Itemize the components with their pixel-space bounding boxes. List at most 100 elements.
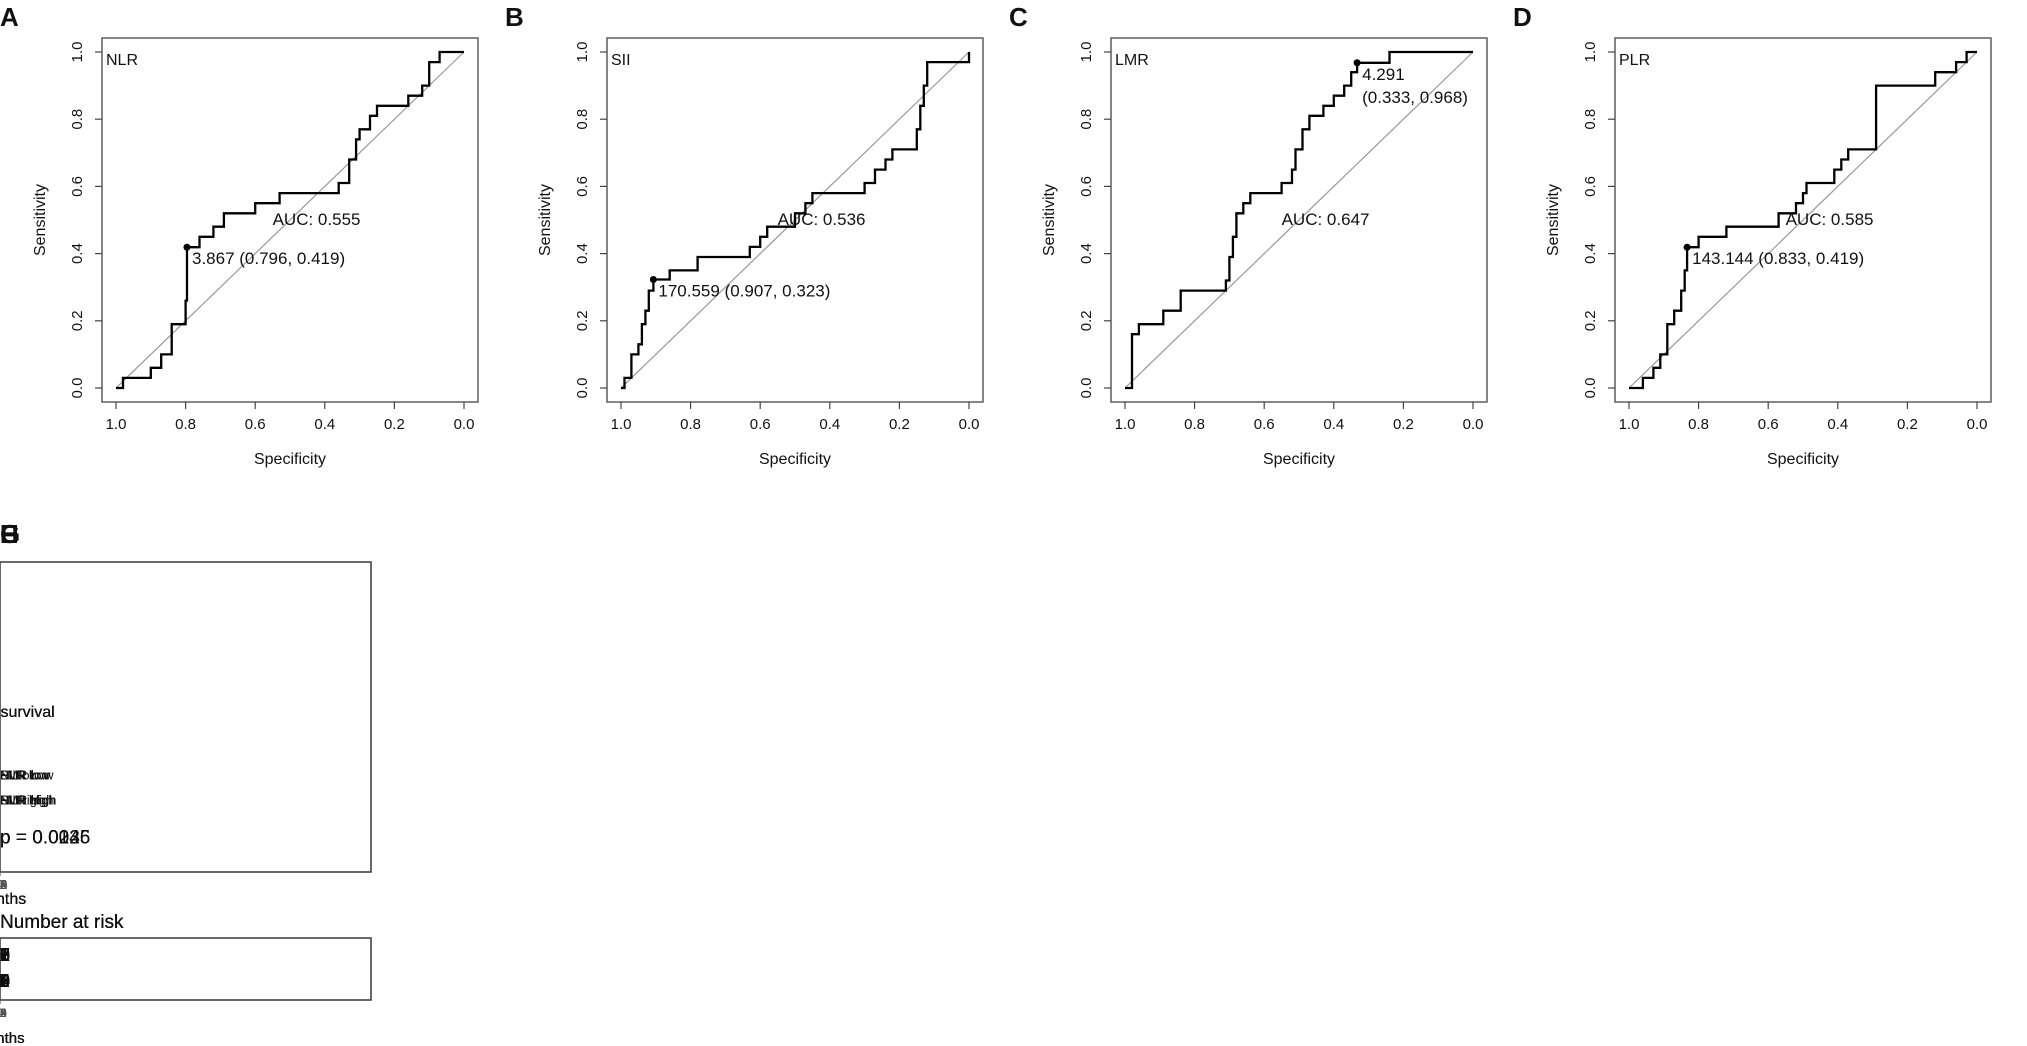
risk-count: 38 bbox=[0, 945, 10, 965]
curve-name: LMR bbox=[1115, 52, 1149, 69]
x-tick-label: 48 bbox=[0, 877, 7, 892]
risk-count: 22 bbox=[0, 971, 10, 991]
x-tick-label: 0.4 bbox=[819, 416, 840, 433]
risk-tick-label: 60 bbox=[0, 1006, 7, 1020]
y-tick-label: 1.0 bbox=[1582, 42, 1599, 63]
y-tick-label: 0.0 bbox=[1078, 378, 1095, 399]
x-tick-label: 0.4 bbox=[1827, 416, 1848, 433]
risk-tick-label: 24 bbox=[0, 1006, 7, 1020]
y-axis-title: Sensitivity bbox=[537, 184, 554, 256]
panel-b: B 1.0 0.8 0.6 0.4 0.2 0.0 0.0 0.2 0.4 0.6 0.8 1.0 Spe… bbox=[505, 2, 984, 468]
x-tick-label: 0 bbox=[0, 877, 4, 892]
cutoff-point bbox=[1683, 243, 1691, 251]
risk-tick-label: 24 bbox=[0, 1006, 7, 1020]
plot-frame bbox=[0, 561, 372, 873]
risk-count: 55 bbox=[0, 945, 10, 965]
panel-letter: A bbox=[0, 2, 19, 32]
risk-table-title: Number at risk bbox=[0, 912, 124, 933]
y-axis-title: Sensitivity bbox=[1545, 184, 1562, 256]
risk-count: 10 bbox=[0, 971, 10, 991]
cutoff-point bbox=[1353, 59, 1361, 67]
risk-count: 2 bbox=[0, 945, 5, 965]
x-tick-label: 0.2 bbox=[889, 416, 910, 433]
x-tick-label: 0.6 bbox=[1254, 416, 1275, 433]
x-axis-title: Specificity bbox=[1263, 451, 1335, 468]
x-tick-label: 0.6 bbox=[750, 416, 771, 433]
panel-letter: G bbox=[0, 519, 20, 549]
risk-count: 16 bbox=[0, 971, 10, 991]
risk-count: 20 bbox=[0, 971, 10, 991]
x-tick-label: 48 bbox=[0, 877, 7, 892]
plot-frame bbox=[1614, 37, 1992, 403]
x-tick-label: 0.0 bbox=[454, 416, 475, 433]
risk-count: 3 bbox=[0, 971, 5, 991]
legend-label-low: LMR low bbox=[0, 768, 51, 783]
x-tick-label: 0.0 bbox=[1967, 416, 1988, 433]
y-tick-label: 0.8 bbox=[1078, 109, 1095, 130]
x-tick-label: 0 bbox=[0, 877, 4, 892]
x-tick-label: 24 bbox=[0, 877, 7, 892]
legend-label-low: NLR Low bbox=[0, 768, 54, 783]
x-tick-label: 1.0 bbox=[106, 416, 127, 433]
x-tick-label: 36 bbox=[0, 877, 7, 892]
y-axis-title: Overall survival bbox=[0, 704, 55, 721]
x-axis-title: Specificity bbox=[1767, 451, 1839, 468]
y-axis-title: Overall survival bbox=[0, 704, 55, 721]
risk-count: 17 bbox=[0, 945, 10, 965]
risk-table-frame bbox=[0, 937, 372, 1001]
risk-tick-label: 48 bbox=[0, 1006, 7, 1020]
auc-label: AUC: 0.555 bbox=[273, 210, 361, 229]
roc-curve bbox=[1629, 50, 1977, 390]
y-tick-label: 1.0 bbox=[69, 42, 86, 63]
risk-count: 26 bbox=[0, 945, 10, 965]
p-value: p = 0.0036 bbox=[0, 828, 90, 849]
x-tick-label: 24 bbox=[0, 877, 7, 892]
risk-tick-label: 48 bbox=[0, 1006, 7, 1020]
y-tick-label: 0.2 bbox=[1078, 310, 1095, 331]
x-tick-label: 1.0 bbox=[1115, 416, 1136, 433]
reference-diagonal bbox=[1628, 51, 1978, 389]
plot-frame bbox=[0, 561, 372, 873]
legend-label-high: NLR High bbox=[0, 793, 56, 808]
curve-name: SII bbox=[611, 52, 631, 69]
x-tick-label: 12 bbox=[0, 877, 7, 892]
risk-table-frame bbox=[0, 937, 372, 1001]
y-tick-label: 0.6 bbox=[574, 176, 591, 197]
risk-tick-label: 12 bbox=[0, 1006, 7, 1020]
risk-tick-label: 0 bbox=[0, 1006, 4, 1020]
panel-letter: D bbox=[1513, 2, 1532, 32]
risk-count: 39 bbox=[0, 971, 10, 991]
x-axis-title: Months bbox=[0, 891, 26, 908]
x-tick-label: 0 bbox=[0, 877, 4, 892]
roc-curve bbox=[116, 50, 464, 390]
cutoff-point bbox=[649, 275, 657, 283]
cutoff-label: (0.333, 0.968) bbox=[1362, 88, 1468, 107]
y-axis-title: Sensitivity bbox=[1041, 184, 1058, 256]
risk-tick-label: 36 bbox=[0, 1006, 7, 1020]
risk-tick-label: 0 bbox=[0, 1006, 4, 1020]
panel-letter: C bbox=[1009, 2, 1028, 32]
risk-table-title: Number at risk bbox=[0, 912, 124, 933]
risk-count: 10 bbox=[0, 945, 10, 965]
y-tick-label: 0.6 bbox=[1582, 176, 1599, 197]
legend-label-high: PLR high bbox=[0, 793, 53, 808]
risk-count: 60 bbox=[0, 971, 10, 991]
x-tick-label: 0 bbox=[0, 877, 4, 892]
plot-frame bbox=[101, 37, 479, 403]
risk-count: 61 bbox=[0, 945, 10, 965]
risk-x-axis-title: Months bbox=[0, 1030, 25, 1046]
x-tick-label: 60 bbox=[0, 877, 7, 892]
risk-count: 29 bbox=[0, 971, 10, 991]
x-tick-label: 60 bbox=[0, 877, 7, 892]
y-tick-label: 0.4 bbox=[1582, 243, 1599, 264]
risk-count: 56 bbox=[0, 945, 10, 965]
risk-count: 4 bbox=[0, 945, 5, 965]
risk-count: 6 bbox=[0, 971, 5, 991]
x-tick-label: 0.4 bbox=[1323, 416, 1344, 433]
x-tick-label: 36 bbox=[0, 877, 7, 892]
x-tick-label: 0.8 bbox=[1688, 416, 1709, 433]
y-tick-label: 0.4 bbox=[1078, 243, 1095, 264]
risk-count: 15 bbox=[0, 971, 10, 991]
y-tick-label: 0.8 bbox=[1582, 109, 1599, 130]
risk-count: 1 bbox=[0, 971, 5, 991]
